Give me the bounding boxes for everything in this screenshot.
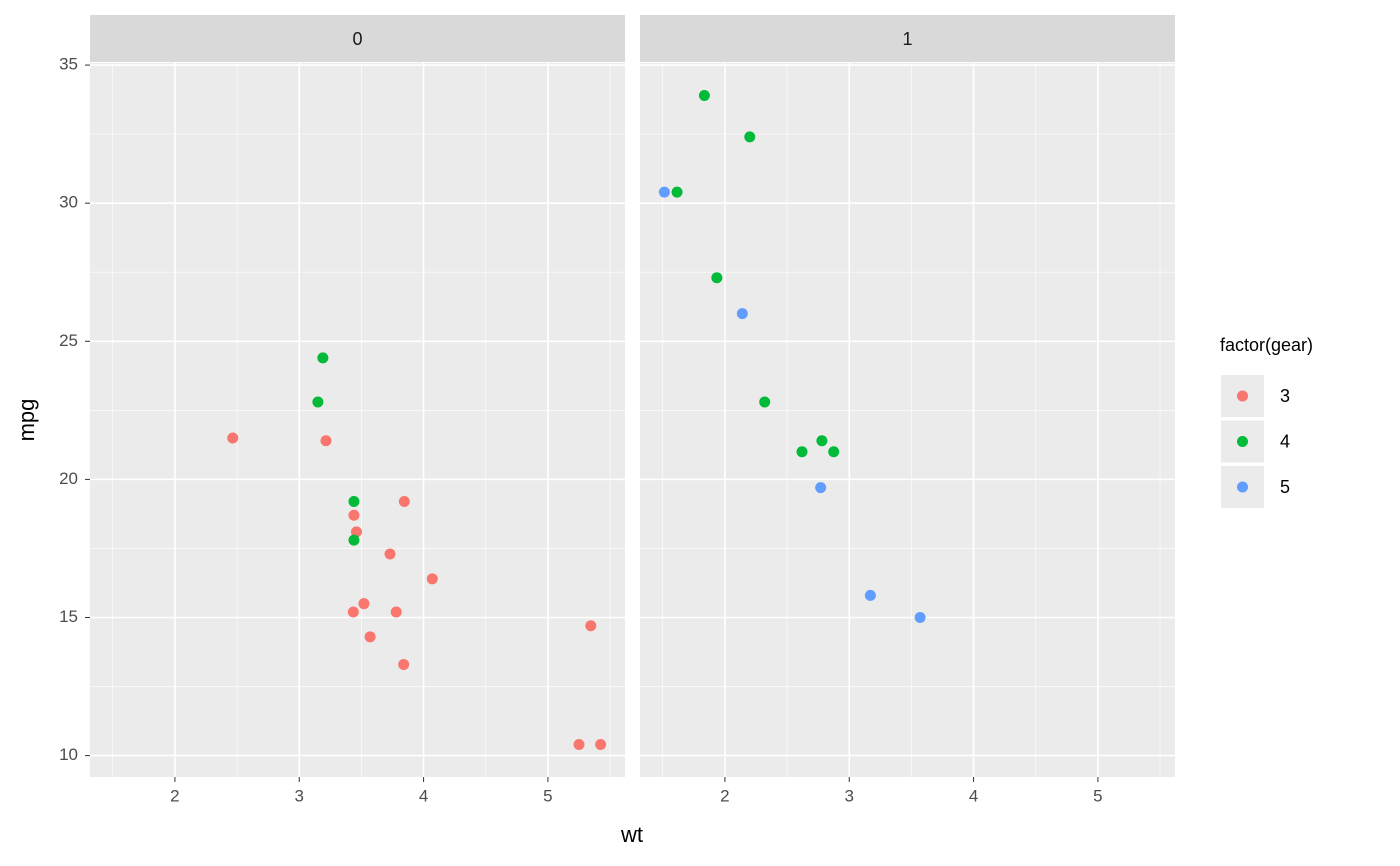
y-tick-label: 25 [59,331,78,350]
point [227,432,239,444]
point [658,186,670,198]
x-tick-label: 2 [170,786,179,805]
point [426,573,438,585]
point [320,435,332,447]
point [348,495,360,507]
y-tick-label: 15 [59,607,78,626]
legend-label: 5 [1280,477,1290,497]
point [816,435,828,447]
legend-swatch [1237,436,1248,447]
x-tick-label: 3 [845,786,854,805]
point [312,396,324,408]
legend-swatch [1237,390,1248,402]
point [671,186,683,198]
point [759,396,771,408]
point [595,739,607,751]
point [398,658,410,670]
strip-label: 1 [902,29,912,49]
x-tick-label: 5 [543,786,552,805]
legend-label: 3 [1280,386,1290,406]
x-tick-label: 3 [295,786,304,805]
y-axis-label: mpg [14,399,39,442]
x-axis-label: wt [620,822,643,847]
strip [640,15,1175,62]
point [398,495,410,507]
legend-swatch [1237,481,1248,493]
x-tick-label: 4 [969,786,978,805]
point [384,548,396,560]
point [573,739,585,751]
point [317,352,329,364]
point [914,611,926,623]
point [711,272,723,284]
panel [90,63,625,777]
legend-label: 4 [1280,431,1290,451]
point [347,606,359,618]
point [744,131,756,143]
strip-label: 0 [352,29,362,49]
y-tick-label: 35 [59,55,78,74]
legend-title: factor(gear) [1220,335,1313,355]
y-tick-label: 10 [59,745,78,764]
point [585,620,597,632]
point [390,606,402,618]
x-tick-label: 2 [720,786,729,805]
point [796,446,808,458]
point [350,526,362,538]
point [736,308,748,320]
point [348,509,360,521]
y-tick-label: 30 [59,193,78,212]
point [828,446,840,458]
strip [90,15,625,62]
point [348,534,360,546]
x-tick-label: 5 [1093,786,1102,805]
point [864,589,876,601]
point [698,89,710,101]
point [815,482,827,494]
point [364,631,376,643]
x-tick-label: 4 [419,786,428,805]
point [358,598,370,610]
panel [640,63,1175,777]
y-tick-label: 20 [59,469,78,488]
